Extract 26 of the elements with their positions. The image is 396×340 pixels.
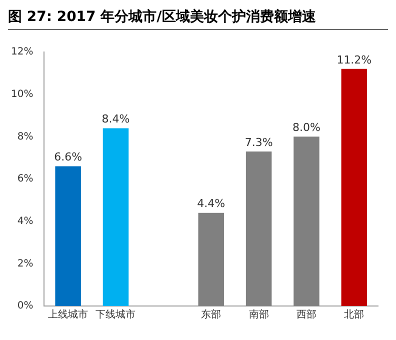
bar [246,151,272,306]
y-tick-label: 2% [17,258,34,270]
x-tick-label: 北部 [344,308,364,321]
x-tick-label: 南部 [248,308,269,321]
chart-title: 图 27: 2017 年分城市/区域美妆个护消费额增速 [8,8,388,30]
y-tick-label: 0% [17,300,34,312]
y-tick-label: 10% [10,88,34,100]
data-label: 7.3% [244,136,273,149]
y-tick-label: 6% [17,174,34,185]
data-label: 8.0% [292,121,320,134]
data-label: 4.4% [197,197,226,210]
x-tick-label: 西部 [296,308,316,321]
y-tick-label: 4% [17,216,34,227]
x-tick-label: 下线城市 [96,308,136,321]
data-label: 11.2% [336,53,372,66]
data-label: 8.4% [102,112,130,126]
bar [55,166,81,306]
x-tick-label: 上线城市 [48,308,88,321]
bar [294,136,320,306]
x-tick-label: 东部 [201,308,222,321]
y-tick-label: 8% [17,131,34,142]
bar [102,128,129,306]
data-label: 6.6% [54,150,82,164]
bar [341,68,368,306]
bar [198,212,224,306]
y-tick-label: 12% [10,46,34,58]
